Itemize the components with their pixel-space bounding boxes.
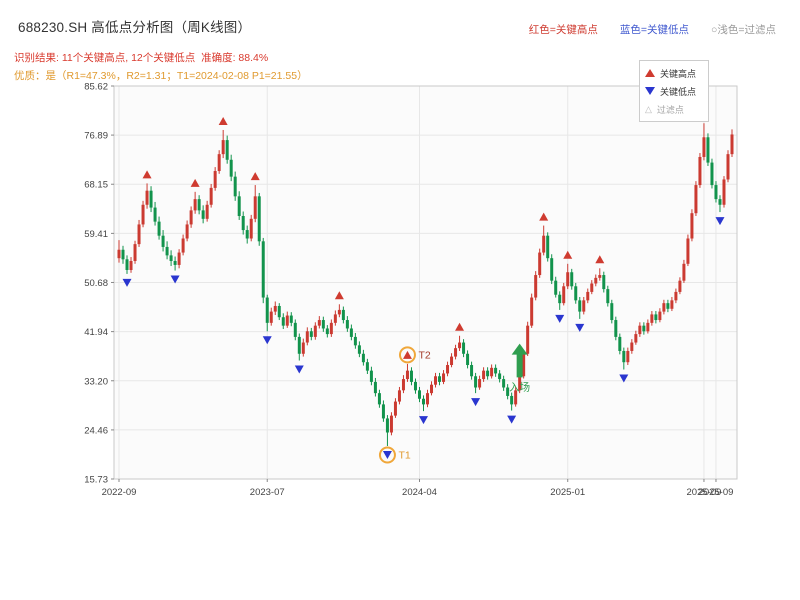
svg-text:2025-09: 2025-09 xyxy=(699,487,734,498)
x-axis-tick-labels: 2022-09 2023-07 2024-04 2025-01 2025-092025-… xyxy=(102,479,734,498)
svg-text:2022-09: 2022-09 xyxy=(102,487,137,498)
annotations: T1 T2 入场 xyxy=(378,343,530,464)
key-high-triangle-icon xyxy=(645,69,655,77)
y-axis-tick-labels: 85.62 76.89 68.15 59.41 50.68 41.94 33.20 24.46… xyxy=(84,82,114,486)
svg-text:85.62: 85.62 xyxy=(84,82,108,93)
plot-legend-row-key-high: 关键高点 xyxy=(645,64,703,82)
plot-legend-key-high-label: 关键高点 xyxy=(660,68,697,79)
svg-text:41.94: 41.94 xyxy=(84,327,108,338)
color-legend: 红色=关键高点 蓝色=关键低点 ○浅色=过滤点 xyxy=(529,22,776,37)
plot-legend-filter-label: 过滤点 xyxy=(656,104,684,115)
svg-text:76.89: 76.89 xyxy=(84,131,108,142)
filter-triangle-icon: △ xyxy=(645,103,652,114)
plot-legend-key-low-label: 关键低点 xyxy=(660,86,697,97)
svg-text:33.20: 33.20 xyxy=(84,376,108,387)
key-high-markers xyxy=(142,110,709,359)
quality-result-text: 优质：是（R1=47.3%，R2=1.31；T1=2024-02-08 P1=2… xyxy=(14,70,308,82)
annotation-circle-T1 xyxy=(378,446,396,464)
plot-legend: 关键高点 关键低点 △ 过滤点 xyxy=(639,60,709,122)
key-low-triangle-icon xyxy=(645,87,655,95)
svg-text:2023-07: 2023-07 xyxy=(250,487,285,498)
key-low-markers xyxy=(122,217,725,459)
svg-text:2025-01: 2025-01 xyxy=(550,487,585,498)
plot-legend-row-key-low: 关键低点 xyxy=(645,82,703,100)
svg-text:15.73: 15.73 xyxy=(84,475,108,486)
legend-filter-label: ○浅色=过滤点 xyxy=(711,24,776,36)
candles xyxy=(117,123,734,446)
page-title: 688230.SH 高低点分析图（周K线图） xyxy=(18,20,252,35)
legend-key-low-label: 蓝色=关键低点 xyxy=(619,24,690,36)
svg-text:24.46: 24.46 xyxy=(84,425,108,436)
svg-text:2025-09: 2025-09 xyxy=(687,487,722,498)
annotation-circle-T2 xyxy=(398,346,416,364)
svg-text:50.68: 50.68 xyxy=(84,278,108,289)
svg-text:59.41: 59.41 xyxy=(84,229,108,240)
entry-arrow-icon xyxy=(511,343,528,378)
annotation-label-T2: T2 xyxy=(418,349,430,361)
recognition-result-text: 识别结果: 11个关键高点, 12个关键低点 准确度: 88.4% xyxy=(14,52,269,64)
svg-text:68.15: 68.15 xyxy=(84,180,108,191)
legend-key-high-label: 红色=关键高点 xyxy=(528,24,598,36)
plot-legend-row-filter: △ 过滤点 xyxy=(645,100,703,118)
svg-text:2024-04: 2024-04 xyxy=(402,487,437,498)
entry-label: 入场 xyxy=(509,380,530,393)
annotation-label-T1: T1 xyxy=(398,449,410,461)
